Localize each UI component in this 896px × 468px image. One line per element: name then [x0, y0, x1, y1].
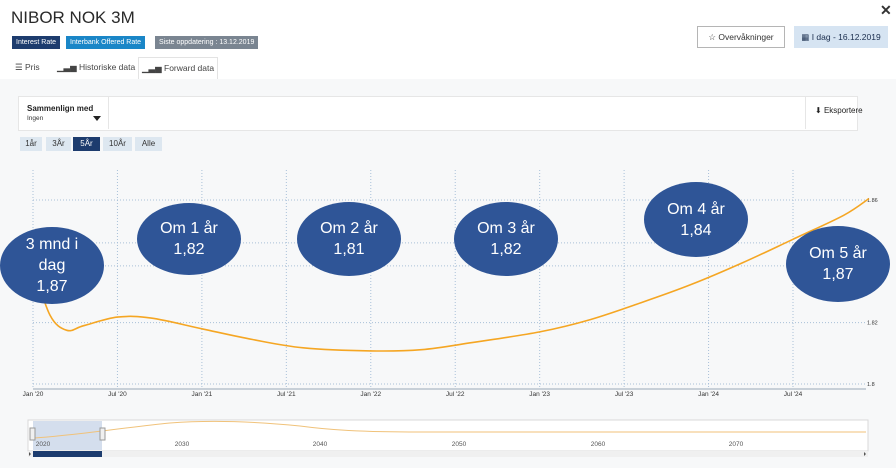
- calendar-icon: ▦: [801, 32, 810, 42]
- range-1y-button[interactable]: 1år: [20, 137, 42, 151]
- annotation-bubble-3m: 3 mnd i dag 1,87: [0, 227, 104, 304]
- badge-last-updated: Siste oppdatering : 13.12.2019: [155, 36, 259, 49]
- list-icon: ☰: [15, 62, 23, 72]
- navigator-tick-label: 2020: [36, 441, 51, 448]
- compare-toolbar: [18, 96, 858, 131]
- watch-button[interactable]: ☆ Overvåkninger: [697, 26, 785, 48]
- page-title: NIBOR NOK 3M: [11, 8, 135, 27]
- bubble-text: 1,87: [36, 278, 68, 295]
- scrollbar-thumb: [33, 451, 102, 457]
- x-tick-label: Jan '21: [192, 391, 213, 398]
- bubble-text: Om 4 år: [667, 200, 725, 218]
- date-range-button[interactable]: ▦ I dag - 16.12.2019: [794, 26, 888, 48]
- y-tick-label: 1.82: [867, 321, 878, 327]
- navigator-tick-label: 2060: [591, 441, 606, 448]
- x-tick-label: Jan '20: [23, 391, 44, 398]
- x-tick-label: Jul '20: [108, 391, 127, 398]
- annotation-bubble-4y: Om 4 år 1,84: [644, 182, 748, 257]
- star-icon: ☆: [708, 32, 716, 42]
- x-tick-label: Jul '23: [615, 391, 634, 398]
- bubble-text: 1,82: [173, 241, 205, 258]
- range-5y-button[interactable]: 5År: [73, 137, 100, 151]
- date-label: I dag - 16.12.2019: [811, 32, 881, 42]
- bubble-text: 1,82: [490, 241, 522, 258]
- x-tick-label: Jul '22: [446, 391, 465, 398]
- export-button[interactable]: ⬇ Eksportere: [815, 106, 863, 115]
- divider: [108, 97, 109, 129]
- navigator-tick-label: 2050: [452, 441, 467, 448]
- navigator-handle-right: [99, 427, 106, 441]
- bubble-text: 3 mnd i: [25, 236, 79, 253]
- annotation-bubble-3y: Om 3 år 1,82: [454, 202, 558, 276]
- badge-interest-rate: Interest Rate: [12, 36, 61, 49]
- tab-price-label: Pris: [25, 62, 40, 72]
- export-label: Eksportere: [823, 106, 863, 115]
- badge-interbank-offered-rate: Interbank Offered Rate: [66, 36, 146, 49]
- bar-chart-icon: ▁▃▅: [57, 62, 77, 72]
- divider: [805, 97, 806, 129]
- navigator-handle-left: [29, 427, 36, 441]
- compare-label: Sammenlign med: [27, 104, 94, 113]
- annotation-bubble-2y: Om 2 år 1,81: [297, 202, 401, 276]
- navigator-tick-label: 2070: [729, 441, 744, 448]
- range-3y-button[interactable]: 3År: [46, 137, 71, 151]
- scroll-right-icon: [864, 452, 866, 456]
- chevron-down-icon[interactable]: [93, 116, 101, 121]
- range-10y-button[interactable]: 10År: [103, 137, 132, 151]
- forward-rate-line: [32, 197, 870, 352]
- range-all-button[interactable]: Alle: [135, 137, 162, 151]
- navigator-tick-label: 2030: [175, 441, 190, 448]
- navigator-tick-label: 2040: [313, 441, 328, 448]
- scroll-left-icon: [29, 452, 31, 456]
- bubble-text: dag: [38, 257, 66, 274]
- bubble-text: Om 3 år: [477, 220, 535, 237]
- x-tick-label: Jan '22: [360, 391, 381, 398]
- x-tick-label: Jan '23: [529, 391, 550, 398]
- bubble-text: Om 2 år: [320, 220, 378, 237]
- compare-select[interactable]: Ingen: [27, 115, 44, 122]
- navigator-line: [32, 420, 866, 439]
- navigator-selection: [33, 421, 102, 450]
- y-tick-label: 1.8: [867, 382, 875, 388]
- bubble-text: 1,84: [680, 221, 712, 239]
- scrollbar-track: [28, 451, 868, 457]
- download-icon: ⬇: [815, 106, 822, 115]
- tab-forward-label: Forward data: [164, 63, 215, 73]
- close-icon[interactable]: ✕: [880, 2, 892, 18]
- x-tick-label: Jul '24: [784, 391, 803, 398]
- tab-price[interactable]: ☰ Pris: [12, 57, 43, 78]
- y-tick-label: 1.86: [867, 198, 878, 204]
- watch-label: Overvåkninger: [718, 32, 774, 42]
- tab-historical-label: Historiske data: [79, 62, 136, 72]
- x-tick-label: Jul '21: [277, 391, 296, 398]
- x-tick-label: Jan '24: [698, 391, 719, 398]
- annotation-bubble-5y: Om 5 år 1,87: [786, 226, 890, 302]
- bubble-text: Om 5 år: [809, 245, 867, 262]
- annotation-bubble-1y: Om 1 år 1,82: [137, 203, 241, 275]
- bubble-text: 1,87: [822, 266, 854, 283]
- tab-historical-data[interactable]: ▁▃▅ Historiske data: [54, 57, 138, 78]
- bar-chart-icon: ▁▃▅: [142, 63, 162, 73]
- bubble-text: Om 1 år: [160, 220, 218, 237]
- bubble-text: 1,81: [333, 241, 365, 258]
